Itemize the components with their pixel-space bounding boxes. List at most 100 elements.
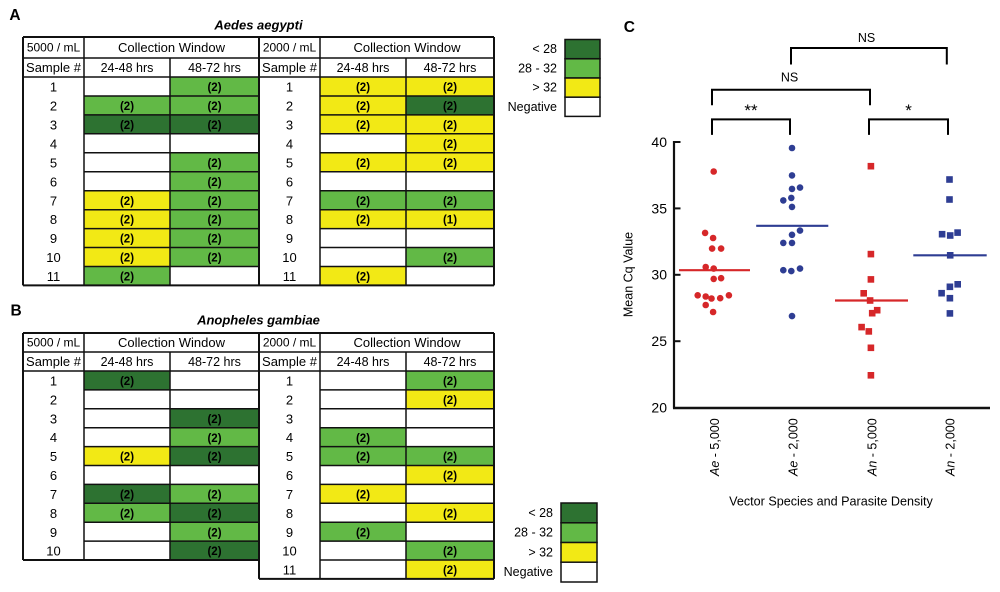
svg-text:7: 7	[286, 487, 293, 502]
svg-text:24-48 hrs: 24-48 hrs	[101, 61, 154, 75]
svg-text:2: 2	[286, 392, 293, 407]
svg-text:5: 5	[50, 449, 57, 464]
svg-text:9: 9	[286, 525, 293, 540]
svg-text:(2): (2)	[443, 253, 457, 265]
svg-text:NS: NS	[858, 31, 875, 45]
svg-text:B: B	[11, 302, 22, 319]
svg-text:(2): (2)	[356, 272, 370, 284]
svg-text:25: 25	[651, 333, 667, 349]
svg-text:(2): (2)	[207, 546, 221, 558]
svg-text:5: 5	[286, 449, 293, 464]
svg-text:3: 3	[286, 118, 293, 133]
svg-text:NS: NS	[781, 70, 798, 84]
svg-text:(2): (2)	[443, 471, 457, 483]
svg-text:28 - 32: 28 - 32	[518, 61, 557, 75]
svg-text:10: 10	[282, 544, 296, 559]
svg-text:24-48 hrs: 24-48 hrs	[337, 61, 390, 75]
svg-text:(2): (2)	[120, 376, 134, 388]
svg-text:(2): (2)	[443, 565, 457, 577]
svg-text:(2): (2)	[443, 120, 457, 132]
svg-text:< 28: < 28	[528, 506, 553, 520]
svg-text:(2): (2)	[443, 139, 457, 151]
svg-text:8: 8	[50, 212, 57, 227]
svg-text:(2): (2)	[443, 376, 457, 388]
svg-text:*: *	[905, 101, 912, 120]
svg-text:24-48 hrs: 24-48 hrs	[101, 355, 154, 369]
svg-text:1: 1	[50, 374, 57, 389]
svg-text:4: 4	[286, 430, 293, 445]
svg-text:(2): (2)	[356, 433, 370, 445]
svg-text:8: 8	[286, 506, 293, 521]
svg-text:(2): (2)	[443, 508, 457, 520]
svg-text:Collection Window: Collection Window	[354, 335, 462, 350]
svg-text:(2): (2)	[120, 101, 134, 113]
svg-text:(2): (2)	[120, 234, 134, 246]
svg-text:28 - 32: 28 - 32	[514, 526, 553, 540]
svg-text:3: 3	[50, 118, 57, 133]
svg-text:(2): (2)	[443, 101, 457, 113]
svg-text:A: A	[9, 7, 20, 24]
svg-text:(2): (2)	[207, 82, 221, 94]
svg-text:35: 35	[651, 200, 667, 216]
svg-text:(2): (2)	[207, 158, 221, 170]
svg-text:(2): (2)	[120, 253, 134, 265]
svg-text:(2): (2)	[356, 527, 370, 539]
svg-text:2000 / mL: 2000 / mL	[263, 336, 317, 350]
svg-text:< 28: < 28	[532, 42, 557, 56]
svg-text:6: 6	[286, 174, 293, 189]
svg-text:11: 11	[283, 269, 297, 284]
svg-text:(2): (2)	[120, 215, 134, 227]
svg-text:(2): (2)	[356, 452, 370, 464]
svg-text:Sample #: Sample #	[262, 354, 318, 369]
svg-text:7: 7	[50, 487, 57, 502]
svg-text:(2): (2)	[207, 215, 221, 227]
svg-text:(2): (2)	[207, 196, 221, 208]
svg-text:(2): (2)	[443, 395, 457, 407]
svg-text:48-72 hrs: 48-72 hrs	[424, 61, 477, 75]
svg-text:Sample #: Sample #	[262, 60, 318, 75]
svg-text:> 32: > 32	[532, 81, 557, 95]
svg-text:5: 5	[50, 155, 57, 170]
svg-text:C: C	[624, 19, 635, 36]
svg-text:2000 / mL: 2000 / mL	[263, 41, 317, 55]
svg-text:11: 11	[47, 269, 61, 284]
svg-text:10: 10	[46, 250, 60, 265]
svg-text:2: 2	[50, 99, 57, 114]
svg-text:(2): (2)	[356, 158, 370, 170]
svg-text:48-72 hrs: 48-72 hrs	[188, 61, 241, 75]
svg-text:> 32: > 32	[528, 545, 553, 559]
svg-text:6: 6	[50, 174, 57, 189]
svg-text:(2): (2)	[356, 215, 370, 227]
svg-text:2: 2	[286, 99, 293, 114]
svg-text:(2): (2)	[120, 272, 134, 284]
svg-text:(2): (2)	[443, 546, 457, 558]
svg-text:Mean Cq Value: Mean Cq Value	[622, 232, 636, 317]
svg-text:20: 20	[651, 400, 667, 416]
svg-text:Sample #: Sample #	[26, 60, 82, 75]
svg-text:(2): (2)	[207, 433, 221, 445]
svg-text:Ae - 5,000: Ae - 5,000	[708, 418, 722, 477]
svg-text:Negative: Negative	[508, 100, 557, 114]
svg-text:4: 4	[50, 136, 57, 151]
svg-text:(2): (2)	[207, 452, 221, 464]
svg-text:(2): (2)	[120, 196, 134, 208]
svg-text:1: 1	[50, 80, 57, 95]
svg-text:(2): (2)	[356, 101, 370, 113]
svg-text:(2): (2)	[443, 196, 457, 208]
svg-text:5: 5	[286, 155, 293, 170]
svg-text:(2): (2)	[443, 158, 457, 170]
svg-text:Aedes aegypti: Aedes aegypti	[213, 18, 303, 33]
svg-text:6: 6	[50, 468, 57, 483]
svg-text:(2): (2)	[207, 253, 221, 265]
svg-text:Anopheles gambiae: Anopheles gambiae	[196, 313, 320, 328]
svg-text:5000 / mL: 5000 / mL	[27, 336, 81, 350]
svg-text:**: **	[744, 101, 758, 120]
svg-text:3: 3	[50, 411, 57, 426]
svg-text:7: 7	[50, 193, 57, 208]
svg-text:(2): (2)	[207, 508, 221, 520]
svg-text:(2): (2)	[207, 489, 221, 501]
svg-text:(2): (2)	[356, 120, 370, 132]
svg-text:(2): (2)	[356, 489, 370, 501]
svg-text:9: 9	[286, 231, 293, 246]
svg-text:Collection Window: Collection Window	[354, 40, 462, 55]
